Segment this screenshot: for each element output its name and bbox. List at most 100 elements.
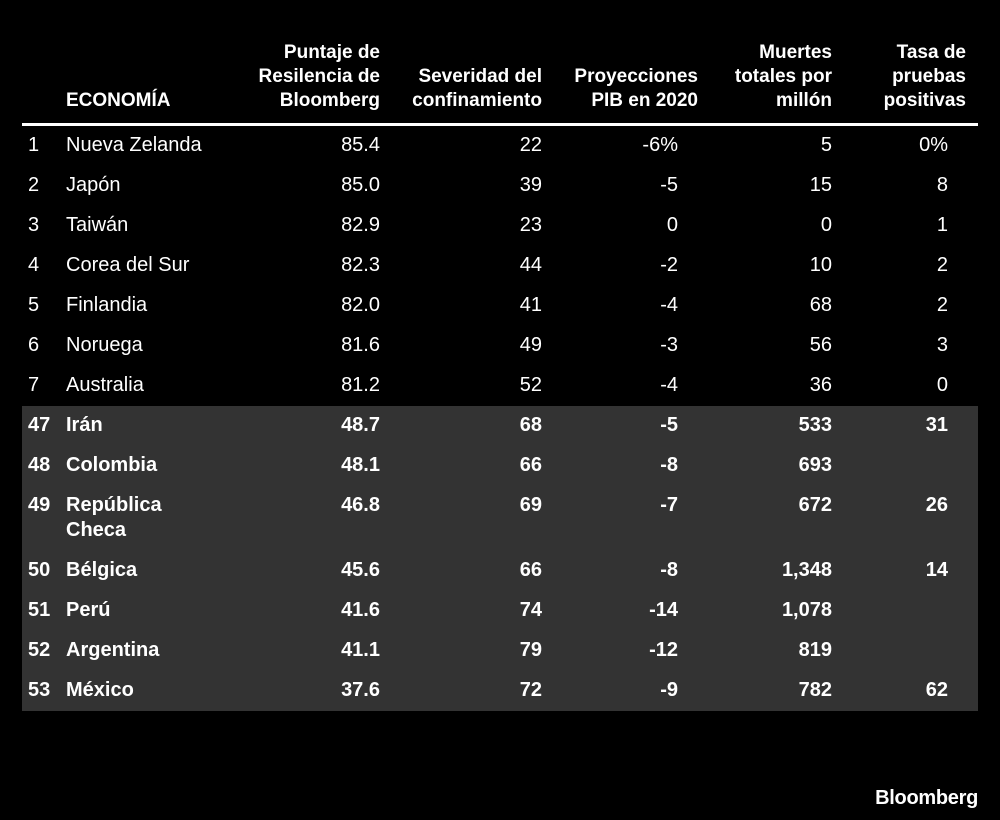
cell-positive-test-rate: 1	[936, 213, 948, 236]
table-row: 47 Irán 48.7 68 -5 533 31	[22, 405, 978, 446]
cell-deaths-per-million: 56	[809, 333, 832, 356]
cell-deaths-per-million: 782	[798, 678, 832, 701]
cell-resilience-score: 46.8	[341, 493, 380, 516]
table-row: 6 Noruega 81.6 49 -3 56 3	[22, 326, 978, 366]
cell-gdp-projection: -4	[660, 373, 678, 396]
table-row: 3 Taiwán 82.9 23 0 0 1	[22, 206, 978, 246]
cell-resilience-score: 48.1	[341, 453, 380, 476]
cell-gdp-projection: -8	[660, 558, 678, 581]
cell-gdp-projection: -12	[649, 638, 678, 661]
cell-positive-test-rate: 31	[925, 413, 948, 436]
cell-positive-test-rate: 14	[925, 558, 948, 581]
cell-rank: 52	[28, 638, 51, 661]
cell-deaths-per-million: 15	[809, 173, 832, 196]
cell-economy: Perú	[66, 598, 111, 621]
cell-deaths-per-million: 672	[798, 493, 832, 516]
table-row: 1 Nueva Zelanda 85.4 22 -6% 5 0%	[22, 124, 978, 166]
table-row: 7 Australia 81.2 52 -4 36 0	[22, 366, 978, 406]
cell-gdp-projection: -2	[660, 253, 678, 276]
cell-economy: Australia	[66, 373, 144, 396]
cell-lockdown-severity: 52	[519, 373, 542, 396]
cell-gdp-projection: -6%	[642, 133, 678, 156]
cell-deaths-per-million: 1,078	[781, 598, 832, 621]
cell-economy: México	[66, 678, 134, 701]
cell-rank: 50	[28, 558, 51, 581]
cell-deaths-per-million: 693	[798, 453, 832, 476]
cell-rank: 2	[28, 173, 40, 196]
cell-positive-test-rate: 26	[925, 493, 948, 516]
cell-deaths-per-million: 533	[798, 413, 832, 436]
cell-lockdown-severity: 23	[519, 213, 542, 236]
table-row: 50 Bélgica 45.6 66 -8 1,348 14	[22, 550, 978, 591]
cell-positive-test-rate	[832, 591, 978, 631]
cell-resilience-score: 37.6	[341, 678, 380, 701]
cell-deaths-per-million: 0	[820, 213, 832, 236]
table-header: ECONOMÍA Puntaje de Resilencia de Bloomb…	[22, 0, 978, 124]
cell-lockdown-severity: 66	[519, 558, 542, 581]
cell-resilience-score: 82.9	[341, 213, 380, 236]
cell-lockdown-severity: 74	[519, 598, 542, 621]
cell-rank: 4	[28, 253, 40, 276]
table-row: 5 Finlandia 82.0 41 -4 68 2	[22, 286, 978, 326]
cell-deaths-per-million: 68	[809, 293, 832, 316]
cell-lockdown-severity: 39	[519, 173, 542, 196]
cell-resilience-score: 48.7	[341, 413, 380, 436]
cell-economy: Corea del Sur	[66, 253, 190, 276]
header-deaths-per-million: Muertes totales por millón	[734, 41, 832, 111]
cell-gdp-projection: -3	[660, 333, 678, 356]
cell-positive-test-rate	[832, 446, 978, 486]
cell-deaths-per-million: 1,348	[781, 558, 832, 581]
cell-positive-test-rate: 62	[925, 678, 948, 701]
header-resilience-score: Puntaje de Resilencia de Bloomberg	[258, 41, 380, 111]
cell-gdp-projection: 0	[666, 213, 678, 236]
cell-resilience-score: 82.3	[341, 253, 380, 276]
cell-economy: República Checa	[66, 493, 162, 541]
cell-economy: Nueva Zelanda	[66, 133, 202, 156]
cell-lockdown-severity: 66	[519, 453, 542, 476]
header-lockdown-severity: Severidad del confinamiento	[412, 65, 542, 111]
cell-economy: Taiwán	[66, 213, 129, 236]
cell-resilience-score: 45.6	[341, 558, 380, 581]
cell-gdp-projection: -5	[660, 413, 678, 436]
bloomberg-logo: Bloomberg	[875, 787, 978, 809]
table-body: 1 Nueva Zelanda 85.4 22 -6% 5 0% 2 Japón 85.0 39 -5…	[22, 124, 978, 711]
cell-resilience-score: 82.0	[341, 293, 380, 316]
cell-rank: 3	[28, 213, 40, 236]
table-row: 53 México 37.6 72 -9 782 62	[22, 670, 978, 711]
header-row: ECONOMÍA Puntaje de Resilencia de Bloomb…	[22, 0, 978, 124]
header-rank	[22, 0, 66, 124]
cell-rank: 48	[28, 453, 51, 476]
cell-rank: 53	[28, 678, 51, 701]
cell-gdp-projection: -4	[660, 293, 678, 316]
cell-rank: 47	[28, 413, 51, 436]
cell-economy: Japón	[66, 173, 121, 196]
cell-economy: Bélgica	[66, 558, 138, 581]
cell-economy: Irán	[66, 413, 103, 436]
cell-economy: Noruega	[66, 333, 143, 356]
cell-lockdown-severity: 44	[519, 253, 542, 276]
resilience-table-container: ECONOMÍA Puntaje de Resilencia de Bloomb…	[22, 0, 978, 711]
cell-rank: 49	[28, 493, 51, 516]
cell-deaths-per-million: 5	[820, 133, 832, 156]
cell-resilience-score: 85.0	[341, 173, 380, 196]
table-row: 49 República Checa 46.8 69 -7 672 26	[22, 485, 978, 551]
header-economy: ECONOMÍA	[66, 89, 171, 111]
cell-rank: 51	[28, 598, 51, 621]
cell-rank: 1	[28, 133, 40, 156]
cell-gdp-projection: -9	[660, 678, 678, 701]
header-gdp-projection: Proyecciones PIB en 2020	[574, 65, 698, 111]
cell-positive-test-rate: 3	[936, 333, 948, 356]
cell-lockdown-severity: 69	[519, 493, 542, 516]
cell-lockdown-severity: 79	[519, 638, 542, 661]
cell-resilience-score: 41.1	[341, 638, 380, 661]
cell-lockdown-severity: 68	[519, 413, 542, 436]
cell-economy: Argentina	[66, 638, 160, 661]
cell-resilience-score: 85.4	[341, 133, 380, 156]
cell-positive-test-rate: 2	[936, 293, 948, 316]
header-positive-test-rate: Tasa de pruebas positivas	[883, 41, 966, 111]
cell-lockdown-severity: 72	[519, 678, 542, 701]
cell-gdp-projection: -5	[660, 173, 678, 196]
cell-economy: Colombia	[66, 453, 158, 476]
table-row: 2 Japón 85.0 39 -5 15 8	[22, 166, 978, 206]
cell-positive-test-rate: 8	[936, 173, 948, 196]
